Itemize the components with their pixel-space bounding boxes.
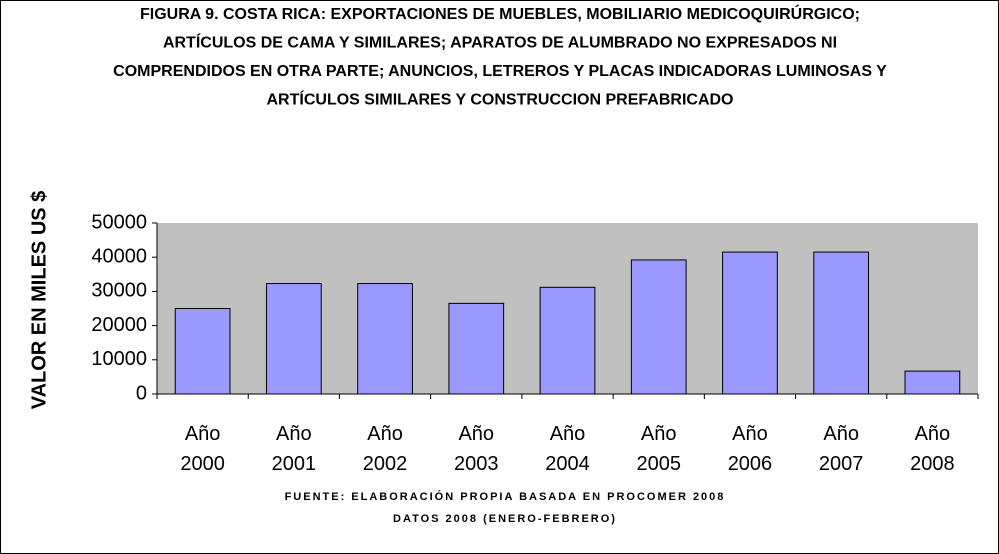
bar (904, 370, 961, 395)
bar (174, 308, 231, 395)
bar (539, 286, 596, 395)
bar (448, 302, 505, 395)
bar (813, 251, 870, 395)
source-note: FUENTE: ELABORACIÓN PROPIA BASADA EN PRO… (285, 490, 726, 503)
bar (265, 283, 322, 395)
source-note: DATOS 2008 (ENERO-FEBRERO) (393, 513, 617, 525)
y-tick-label: 20000 (91, 314, 147, 336)
x-tick-label: Año 2002 (362, 423, 408, 475)
x-tick-label: Año 2003 (454, 423, 499, 475)
bar (722, 251, 778, 395)
y-tick-label: 0 (136, 382, 147, 404)
x-tick-label: Año 2004 (545, 423, 590, 475)
x-tick-label: Año 2000 (180, 423, 225, 475)
chart-title: COMPRENDIDOS EN OTRA PARTE; ANUNCIOS, LE… (113, 63, 887, 80)
chart-title: ARTÍCULOS SIMILARES Y CONSTRUCCION PREFA… (267, 90, 734, 109)
y-tick-label: 30000 (91, 280, 147, 302)
y-tick-label: 40000 (91, 245, 147, 267)
y-axis-label: VALOR EN MILES US $ (28, 191, 50, 410)
x-tick-label: Año 2008 (910, 423, 955, 475)
y-tick-label: 50000 (91, 211, 147, 233)
chart-title: ARTÍCULOS DE CAMA Y SIMILARES; APARATOS … (163, 33, 837, 52)
y-tick-label: 10000 (91, 348, 147, 370)
chart-title: FIGURA 9. COSTA RICA: EXPORTACIONES DE M… (140, 4, 860, 23)
x-tick-label: Año 2005 (636, 423, 681, 475)
x-tick-label: Año 2001 (271, 423, 317, 475)
x-tick-label: Año 2006 (727, 423, 773, 475)
bar (357, 283, 413, 395)
bar (630, 259, 687, 395)
x-tick-label: Año 2007 (818, 423, 864, 475)
